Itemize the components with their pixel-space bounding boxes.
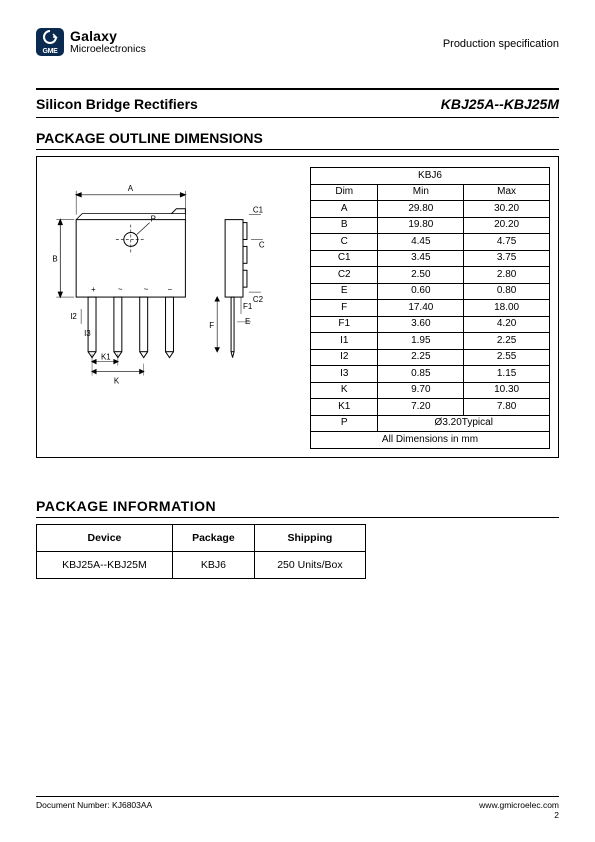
dim-cell: 0.85 bbox=[378, 366, 464, 383]
package-info-table: Device Package Shipping KBJ25A--KBJ25M K… bbox=[36, 524, 366, 579]
dim-cell: 3.60 bbox=[378, 316, 464, 333]
svg-text:C: C bbox=[259, 240, 265, 249]
logo-badge: GME ® bbox=[36, 28, 64, 56]
dim-cell: K1 bbox=[311, 399, 378, 416]
dim-cell: E bbox=[311, 283, 378, 300]
dimension-table-wrap: KBJ6 Dim Min Max A29.8030.20 B19.8020.20 C… bbox=[310, 165, 550, 449]
section-outline-heading: PACKAGE OUTLINE DIMENSIONS bbox=[36, 130, 559, 150]
brand-line1: Galaxy bbox=[70, 29, 146, 44]
dim-footer: All Dimensions in mm bbox=[311, 432, 550, 449]
dim-table-title: KBJ6 bbox=[311, 168, 550, 185]
dimension-table: KBJ6 Dim Min Max A29.8030.20 B19.8020.20 C… bbox=[310, 167, 550, 449]
dim-header: Dim bbox=[311, 184, 378, 201]
dim-cell: F1 bbox=[311, 316, 378, 333]
svg-text:A: A bbox=[128, 184, 134, 193]
svg-text:F1: F1 bbox=[243, 302, 253, 311]
pkg-cell: KBJ6 bbox=[172, 552, 254, 579]
pkg-cell: KBJ25A--KBJ25M bbox=[37, 552, 173, 579]
svg-text:P: P bbox=[151, 215, 156, 224]
dim-cell: A bbox=[311, 201, 378, 218]
product-category: Silicon Bridge Rectifiers bbox=[36, 96, 198, 112]
dim-cell: 10.30 bbox=[464, 382, 550, 399]
pkg-cell: 250 Units/Box bbox=[254, 552, 365, 579]
registered-mark: ® bbox=[67, 26, 72, 33]
pkg-header: Device bbox=[37, 525, 173, 552]
logo: GME ® Galaxy Microelectronics bbox=[36, 28, 146, 56]
svg-text:K: K bbox=[114, 376, 120, 385]
svg-text:I2: I2 bbox=[70, 312, 77, 321]
dim-cell: C1 bbox=[311, 250, 378, 267]
dim-header: Min bbox=[378, 184, 464, 201]
dim-cell: I1 bbox=[311, 333, 378, 350]
dim-cell: 4.45 bbox=[378, 234, 464, 251]
dim-cell: 1.15 bbox=[464, 366, 550, 383]
website: www.gmicroelec.com bbox=[479, 800, 559, 810]
dim-cell: 3.75 bbox=[464, 250, 550, 267]
dim-cell: 2.55 bbox=[464, 349, 550, 366]
dim-cell: Ø3.20Typical bbox=[378, 415, 550, 432]
dim-cell: 2.80 bbox=[464, 267, 550, 284]
pkg-header: Shipping bbox=[254, 525, 365, 552]
dim-cell: 0.60 bbox=[378, 283, 464, 300]
dim-cell: B bbox=[311, 217, 378, 234]
svg-text:−: − bbox=[168, 285, 173, 294]
svg-text:C2: C2 bbox=[253, 295, 264, 304]
logo-abbr: GME bbox=[42, 48, 57, 55]
dim-cell: 30.20 bbox=[464, 201, 550, 218]
dim-cell: 19.80 bbox=[378, 217, 464, 234]
pkg-header: Package bbox=[172, 525, 254, 552]
dim-cell: C2 bbox=[311, 267, 378, 284]
page-footer: Document Number: KJ6803AA www.gmicroelec… bbox=[36, 796, 559, 820]
svg-text:C1: C1 bbox=[253, 206, 264, 215]
svg-text:I3: I3 bbox=[84, 329, 91, 338]
svg-text:+: + bbox=[91, 285, 96, 294]
dim-cell: K bbox=[311, 382, 378, 399]
doc-number: Document Number: KJ6803AA bbox=[36, 800, 152, 820]
dim-cell: 3.45 bbox=[378, 250, 464, 267]
dim-cell: 2.25 bbox=[464, 333, 550, 350]
dim-cell: 2.25 bbox=[378, 349, 464, 366]
dim-cell: 18.00 bbox=[464, 300, 550, 317]
dim-cell: I3 bbox=[311, 366, 378, 383]
dim-cell: 4.75 bbox=[464, 234, 550, 251]
production-spec-label: Production specification bbox=[443, 38, 559, 50]
dim-cell: 17.40 bbox=[378, 300, 464, 317]
dim-cell: 20.20 bbox=[464, 217, 550, 234]
dim-cell: 0.80 bbox=[464, 283, 550, 300]
svg-text:E: E bbox=[245, 317, 250, 326]
outline-box: + ~ ~ − A bbox=[36, 156, 559, 458]
dim-cell: 4.20 bbox=[464, 316, 550, 333]
dim-cell: I2 bbox=[311, 349, 378, 366]
dim-cell: 7.20 bbox=[378, 399, 464, 416]
brand-text: Galaxy Microelectronics bbox=[70, 29, 146, 55]
dim-cell: 2.50 bbox=[378, 267, 464, 284]
svg-text:B: B bbox=[52, 254, 57, 263]
page-number: 2 bbox=[479, 810, 559, 820]
dim-cell: F bbox=[311, 300, 378, 317]
svg-text:~: ~ bbox=[144, 285, 149, 294]
svg-text:K1: K1 bbox=[101, 353, 111, 362]
svg-text:F: F bbox=[209, 321, 214, 330]
dim-cell: 1.95 bbox=[378, 333, 464, 350]
section-pkginfo-heading: PACKAGE INFORMATION bbox=[36, 498, 559, 518]
svg-text:~: ~ bbox=[118, 285, 123, 294]
title-bar: Silicon Bridge Rectifiers KBJ25A--KBJ25M bbox=[36, 88, 559, 118]
dim-cell: 9.70 bbox=[378, 382, 464, 399]
dim-cell: 7.80 bbox=[464, 399, 550, 416]
package-drawing: + ~ ~ − A bbox=[45, 165, 296, 449]
dim-cell: P bbox=[311, 415, 378, 432]
dim-cell: C bbox=[311, 234, 378, 251]
dim-cell: 29.80 bbox=[378, 201, 464, 218]
part-number-range: KBJ25A--KBJ25M bbox=[441, 96, 559, 112]
dim-header: Max bbox=[464, 184, 550, 201]
brand-line2: Microelectronics bbox=[70, 44, 146, 55]
